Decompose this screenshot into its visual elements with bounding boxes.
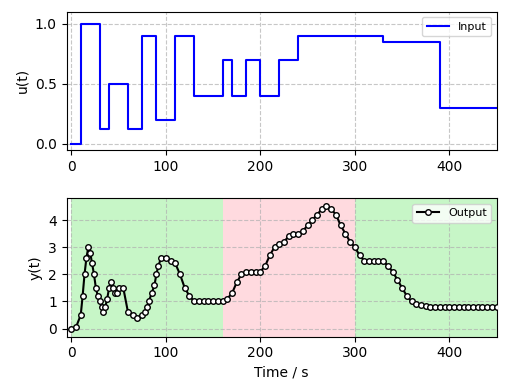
Input bbox=[191, 94, 197, 98]
Input bbox=[243, 57, 249, 62]
Output bbox=[324, 204, 330, 209]
Input bbox=[437, 106, 443, 110]
Output bbox=[441, 305, 447, 309]
Bar bbox=[223, 199, 355, 337]
Input bbox=[380, 33, 386, 38]
Y-axis label: u(t): u(t) bbox=[15, 68, 29, 93]
Input bbox=[68, 142, 74, 146]
Input bbox=[153, 33, 159, 38]
X-axis label: Time / s: Time / s bbox=[254, 366, 309, 380]
Input bbox=[106, 81, 112, 86]
Output bbox=[465, 305, 472, 309]
Input bbox=[243, 94, 249, 98]
Input bbox=[106, 127, 112, 132]
Input bbox=[352, 33, 358, 38]
Y-axis label: y(t): y(t) bbox=[28, 255, 42, 280]
Bar bbox=[71, 199, 223, 337]
Input bbox=[139, 127, 145, 132]
Input bbox=[139, 33, 145, 38]
Input bbox=[172, 33, 178, 38]
Input bbox=[380, 39, 386, 44]
Legend: Input: Input bbox=[422, 17, 491, 36]
Input bbox=[437, 39, 443, 44]
Line: Input: Input bbox=[71, 24, 497, 144]
Output bbox=[152, 283, 158, 288]
Input bbox=[220, 57, 226, 62]
Bar bbox=[355, 199, 497, 337]
Input bbox=[257, 94, 263, 98]
Input bbox=[229, 57, 235, 62]
Input bbox=[125, 81, 131, 86]
Output bbox=[352, 245, 358, 250]
Input bbox=[78, 142, 84, 146]
Input bbox=[78, 21, 84, 26]
Input bbox=[97, 127, 103, 132]
Output bbox=[399, 286, 405, 290]
Input bbox=[172, 118, 178, 122]
Input bbox=[352, 33, 358, 38]
Line: Output: Output bbox=[69, 204, 499, 331]
Input bbox=[295, 33, 301, 38]
Input bbox=[276, 57, 282, 62]
Input bbox=[97, 21, 103, 26]
Output bbox=[68, 326, 74, 331]
Legend: Output: Output bbox=[412, 204, 491, 223]
Input bbox=[68, 142, 74, 146]
Input bbox=[153, 118, 159, 122]
Input bbox=[191, 33, 197, 38]
Input bbox=[494, 106, 500, 110]
Output bbox=[494, 305, 500, 309]
Input bbox=[220, 94, 226, 98]
Output bbox=[375, 259, 381, 263]
Input bbox=[125, 127, 131, 132]
Input bbox=[257, 57, 263, 62]
Input bbox=[295, 57, 301, 62]
Input bbox=[229, 94, 235, 98]
Input bbox=[276, 94, 282, 98]
